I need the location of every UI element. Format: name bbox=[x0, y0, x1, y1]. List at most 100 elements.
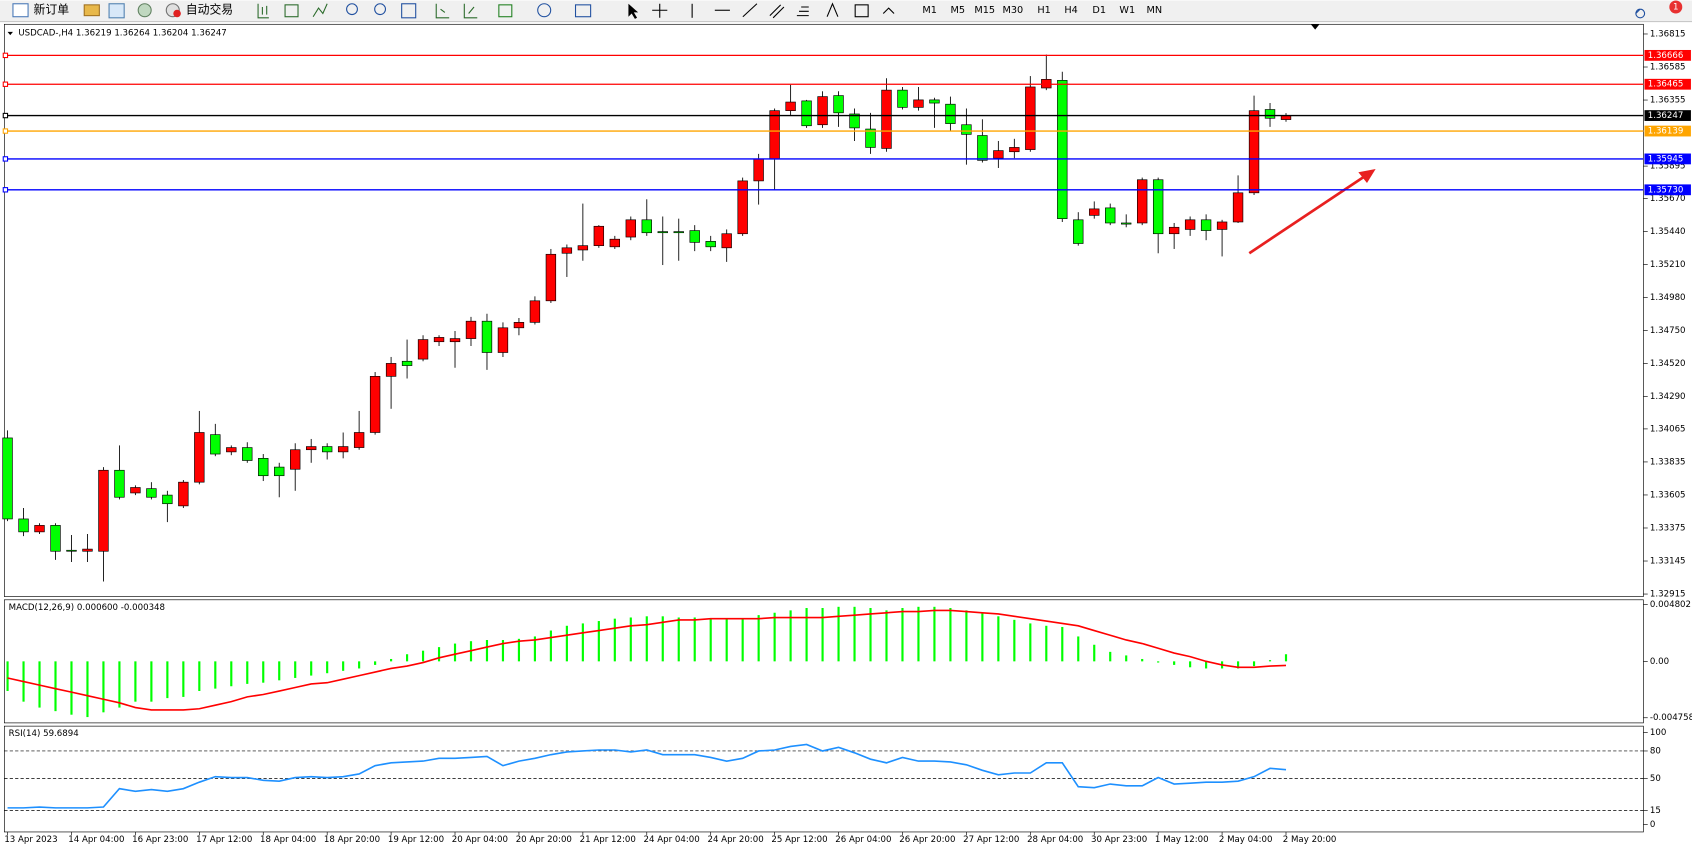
symbol-menu[interactable] bbox=[7, 31, 13, 36]
candle-body bbox=[306, 446, 317, 451]
macd-panel bbox=[3, 599, 1644, 724]
cursor-tool[interactable] bbox=[628, 3, 639, 19]
new-order-button[interactable]: 新订单 bbox=[33, 3, 69, 17]
y-tick-label: 80 bbox=[1650, 746, 1661, 756]
icon[interactable] bbox=[537, 3, 552, 18]
candle-body bbox=[1136, 179, 1148, 224]
rsi-title: RSI(14) 59.6894 bbox=[9, 729, 79, 739]
annotation-arrow bbox=[1248, 174, 1367, 255]
candle-body bbox=[1152, 179, 1164, 235]
level-label: 1.36666 bbox=[1648, 51, 1684, 61]
candle-body bbox=[465, 320, 477, 339]
level-label-bg bbox=[1644, 125, 1691, 137]
timeframe-button[interactable]: H1 bbox=[1037, 5, 1050, 16]
x-tick-label: 2 May 04:00 bbox=[1219, 835, 1273, 845]
candle-body bbox=[226, 447, 237, 453]
candle-body bbox=[1200, 219, 1212, 231]
trendline-tool[interactable] bbox=[742, 3, 758, 18]
icon[interactable] bbox=[435, 3, 450, 19]
icon[interactable] bbox=[401, 3, 417, 19]
icon[interactable] bbox=[463, 3, 478, 19]
candle-body bbox=[18, 518, 29, 533]
candle-body bbox=[545, 253, 557, 302]
crosshair-tool[interactable] bbox=[652, 3, 668, 18]
zoom-out[interactable] bbox=[374, 3, 387, 16]
candle-body bbox=[1025, 86, 1036, 150]
candle-body bbox=[98, 469, 109, 552]
auto-trading-button[interactable]: 自动交易 bbox=[186, 3, 233, 17]
icon[interactable] bbox=[257, 3, 269, 19]
candle-body bbox=[178, 481, 189, 507]
search[interactable] bbox=[1635, 8, 1646, 19]
notification-count: 1 bbox=[1673, 3, 1678, 13]
y-tick-label: 1.35440 bbox=[1650, 227, 1686, 237]
toolbar-bg bbox=[0, 0, 1692, 22]
notification-badge[interactable] bbox=[1669, 0, 1683, 14]
candle-body bbox=[865, 128, 876, 148]
candle-body bbox=[753, 158, 764, 182]
label-tool[interactable] bbox=[854, 4, 869, 18]
timeframe-button[interactable]: H4 bbox=[1064, 5, 1077, 16]
icon[interactable] bbox=[108, 3, 125, 19]
x-tick-label: 1 May 12:00 bbox=[1155, 835, 1209, 845]
candle-body bbox=[1009, 147, 1020, 153]
level-marker bbox=[2, 52, 9, 59]
candle-body bbox=[1216, 221, 1228, 230]
timeframe-button[interactable]: M15 bbox=[974, 5, 995, 16]
level-label-bg bbox=[1644, 110, 1691, 121]
icon[interactable] bbox=[137, 3, 152, 18]
candle-body bbox=[513, 322, 525, 329]
y-tick-label: 50 bbox=[1650, 774, 1661, 784]
candle-body bbox=[1264, 109, 1276, 119]
candle-body bbox=[449, 338, 461, 343]
candle-body bbox=[82, 548, 93, 552]
timeframe-button[interactable]: M5 bbox=[950, 5, 965, 16]
candle-body bbox=[417, 339, 429, 360]
new-order-icon[interactable] bbox=[12, 3, 29, 18]
candle-body bbox=[337, 446, 349, 453]
shapes-tool[interactable] bbox=[882, 7, 895, 14]
text-tool[interactable] bbox=[826, 2, 839, 17]
x-tick-label: 25 Apr 12:00 bbox=[771, 835, 827, 845]
level-label-bg bbox=[1644, 49, 1691, 61]
icon[interactable] bbox=[312, 3, 328, 18]
level-marker bbox=[2, 156, 9, 162]
fibo-tool[interactable] bbox=[796, 6, 809, 17]
zoom-in[interactable] bbox=[346, 3, 358, 16]
timeframe-button[interactable]: M30 bbox=[1002, 5, 1023, 16]
y-tick-label: 1.34290 bbox=[1650, 392, 1686, 402]
toolbar: 新订单 自动交易 bbox=[0, 0, 1692, 23]
x-tick-label: 18 Apr 20:00 bbox=[324, 835, 380, 845]
chart-area: USDCAD-,H4 1.36219 1.36264 1.36204 1.362… bbox=[3, 23, 1644, 833]
x-tick-label: 14 Apr 04:00 bbox=[68, 835, 124, 845]
timeframe-button[interactable]: W1 bbox=[1119, 5, 1135, 16]
icon[interactable] bbox=[498, 4, 513, 18]
candle-body bbox=[194, 432, 205, 483]
timeframe-button[interactable]: D1 bbox=[1092, 5, 1106, 16]
level-marker bbox=[2, 112, 9, 119]
icon[interactable] bbox=[284, 4, 299, 18]
candle-body bbox=[1089, 208, 1100, 216]
candle-body bbox=[1121, 222, 1132, 225]
candle-body bbox=[1232, 192, 1244, 223]
channel-tool[interactable] bbox=[769, 4, 785, 19]
candle-body bbox=[321, 446, 333, 453]
candle-body bbox=[353, 432, 365, 448]
candle-body bbox=[913, 99, 924, 108]
y-tick-label: 1.34750 bbox=[1650, 326, 1686, 336]
candle-body bbox=[785, 101, 796, 111]
candle-body bbox=[689, 230, 700, 243]
level-label: 1.35730 bbox=[1648, 185, 1684, 195]
y-tick-label: -0.004758 bbox=[1650, 713, 1692, 723]
candle-body bbox=[609, 238, 621, 248]
x-tick-label: 19 Apr 12:00 bbox=[388, 835, 444, 845]
x-tick-label: 26 Apr 20:00 bbox=[899, 835, 955, 845]
level-marker bbox=[2, 128, 9, 134]
x-tick-label: 21 Apr 12:00 bbox=[580, 835, 636, 845]
level-label-bg bbox=[1644, 153, 1691, 165]
icon[interactable] bbox=[83, 4, 100, 17]
icon[interactable] bbox=[574, 4, 592, 18]
candle-body bbox=[1248, 110, 1260, 194]
timeframe-button[interactable]: MN bbox=[1146, 5, 1162, 16]
timeframe-button[interactable]: M1 bbox=[922, 5, 937, 16]
